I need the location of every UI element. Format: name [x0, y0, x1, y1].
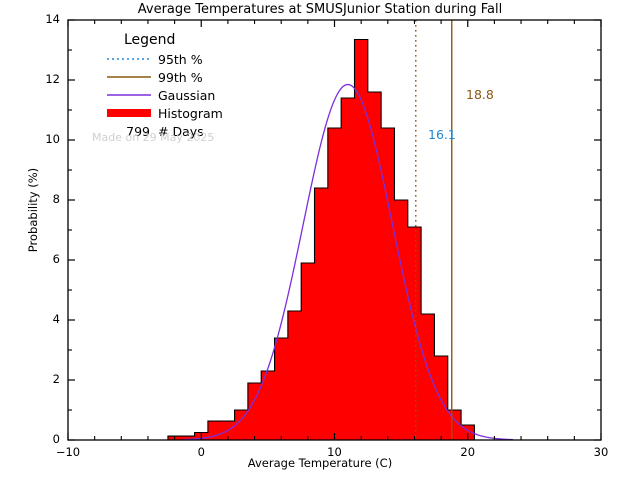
page-title: Average Temperatures at SMUSJunior Stati…: [137, 2, 503, 17]
legend-label-gaussian: Gaussian: [158, 87, 216, 103]
y-tick-label: 10: [45, 132, 60, 146]
solid-line-swatch: [106, 88, 152, 102]
y-tick-label: 4: [52, 312, 60, 326]
x-tick-label: 0: [197, 445, 205, 459]
y-tick-label: 2: [52, 372, 60, 386]
x-tick-label: 30: [593, 445, 609, 459]
y-tick-label: 6: [52, 252, 60, 266]
y-axis-label: Probability (%): [26, 167, 40, 253]
y-tick-label: 12: [45, 72, 60, 86]
y-tick-label: 8: [52, 192, 60, 206]
legend-title: Legend: [124, 32, 176, 48]
watermark: Made on 29 May 2025: [92, 131, 215, 144]
x-tick-label: 10: [327, 445, 342, 459]
legend-label-histogram: Histogram: [158, 105, 223, 121]
legend-item-days: 799 # Days: [106, 122, 316, 140]
histogram-bars: [167, 38, 475, 441]
legend-item-95th: 95th %: [106, 50, 316, 68]
filled-bar-swatch: [106, 106, 152, 120]
x-tick-label: −10: [55, 445, 81, 459]
legend-label-95th: 95th %: [158, 51, 203, 67]
x-axis-label: Average Temperature (C): [247, 456, 393, 470]
pct99-annotation: 18.8: [466, 87, 494, 102]
legend-item-99th: 99th %: [106, 68, 316, 86]
pct95-annotation: 16.1: [428, 127, 456, 142]
legend-days-count: 799: [126, 123, 150, 139]
gaussian-curve: [182, 83, 514, 441]
x-tick-label: 20: [460, 445, 476, 459]
legend-label-99th: 99th %: [158, 69, 203, 85]
legend-days-label: # Days: [158, 123, 204, 139]
legend: Legend 95th % 99th % Gaussian Histogram: [106, 32, 316, 140]
y-tick-label: 14: [45, 12, 60, 26]
legend-item-histogram: Histogram: [106, 104, 316, 122]
dotted-line-swatch: [106, 52, 152, 66]
legend-item-gaussian: Gaussian: [106, 86, 316, 104]
y-tick-label: 0: [52, 432, 60, 446]
solid-line-swatch: [106, 70, 152, 84]
